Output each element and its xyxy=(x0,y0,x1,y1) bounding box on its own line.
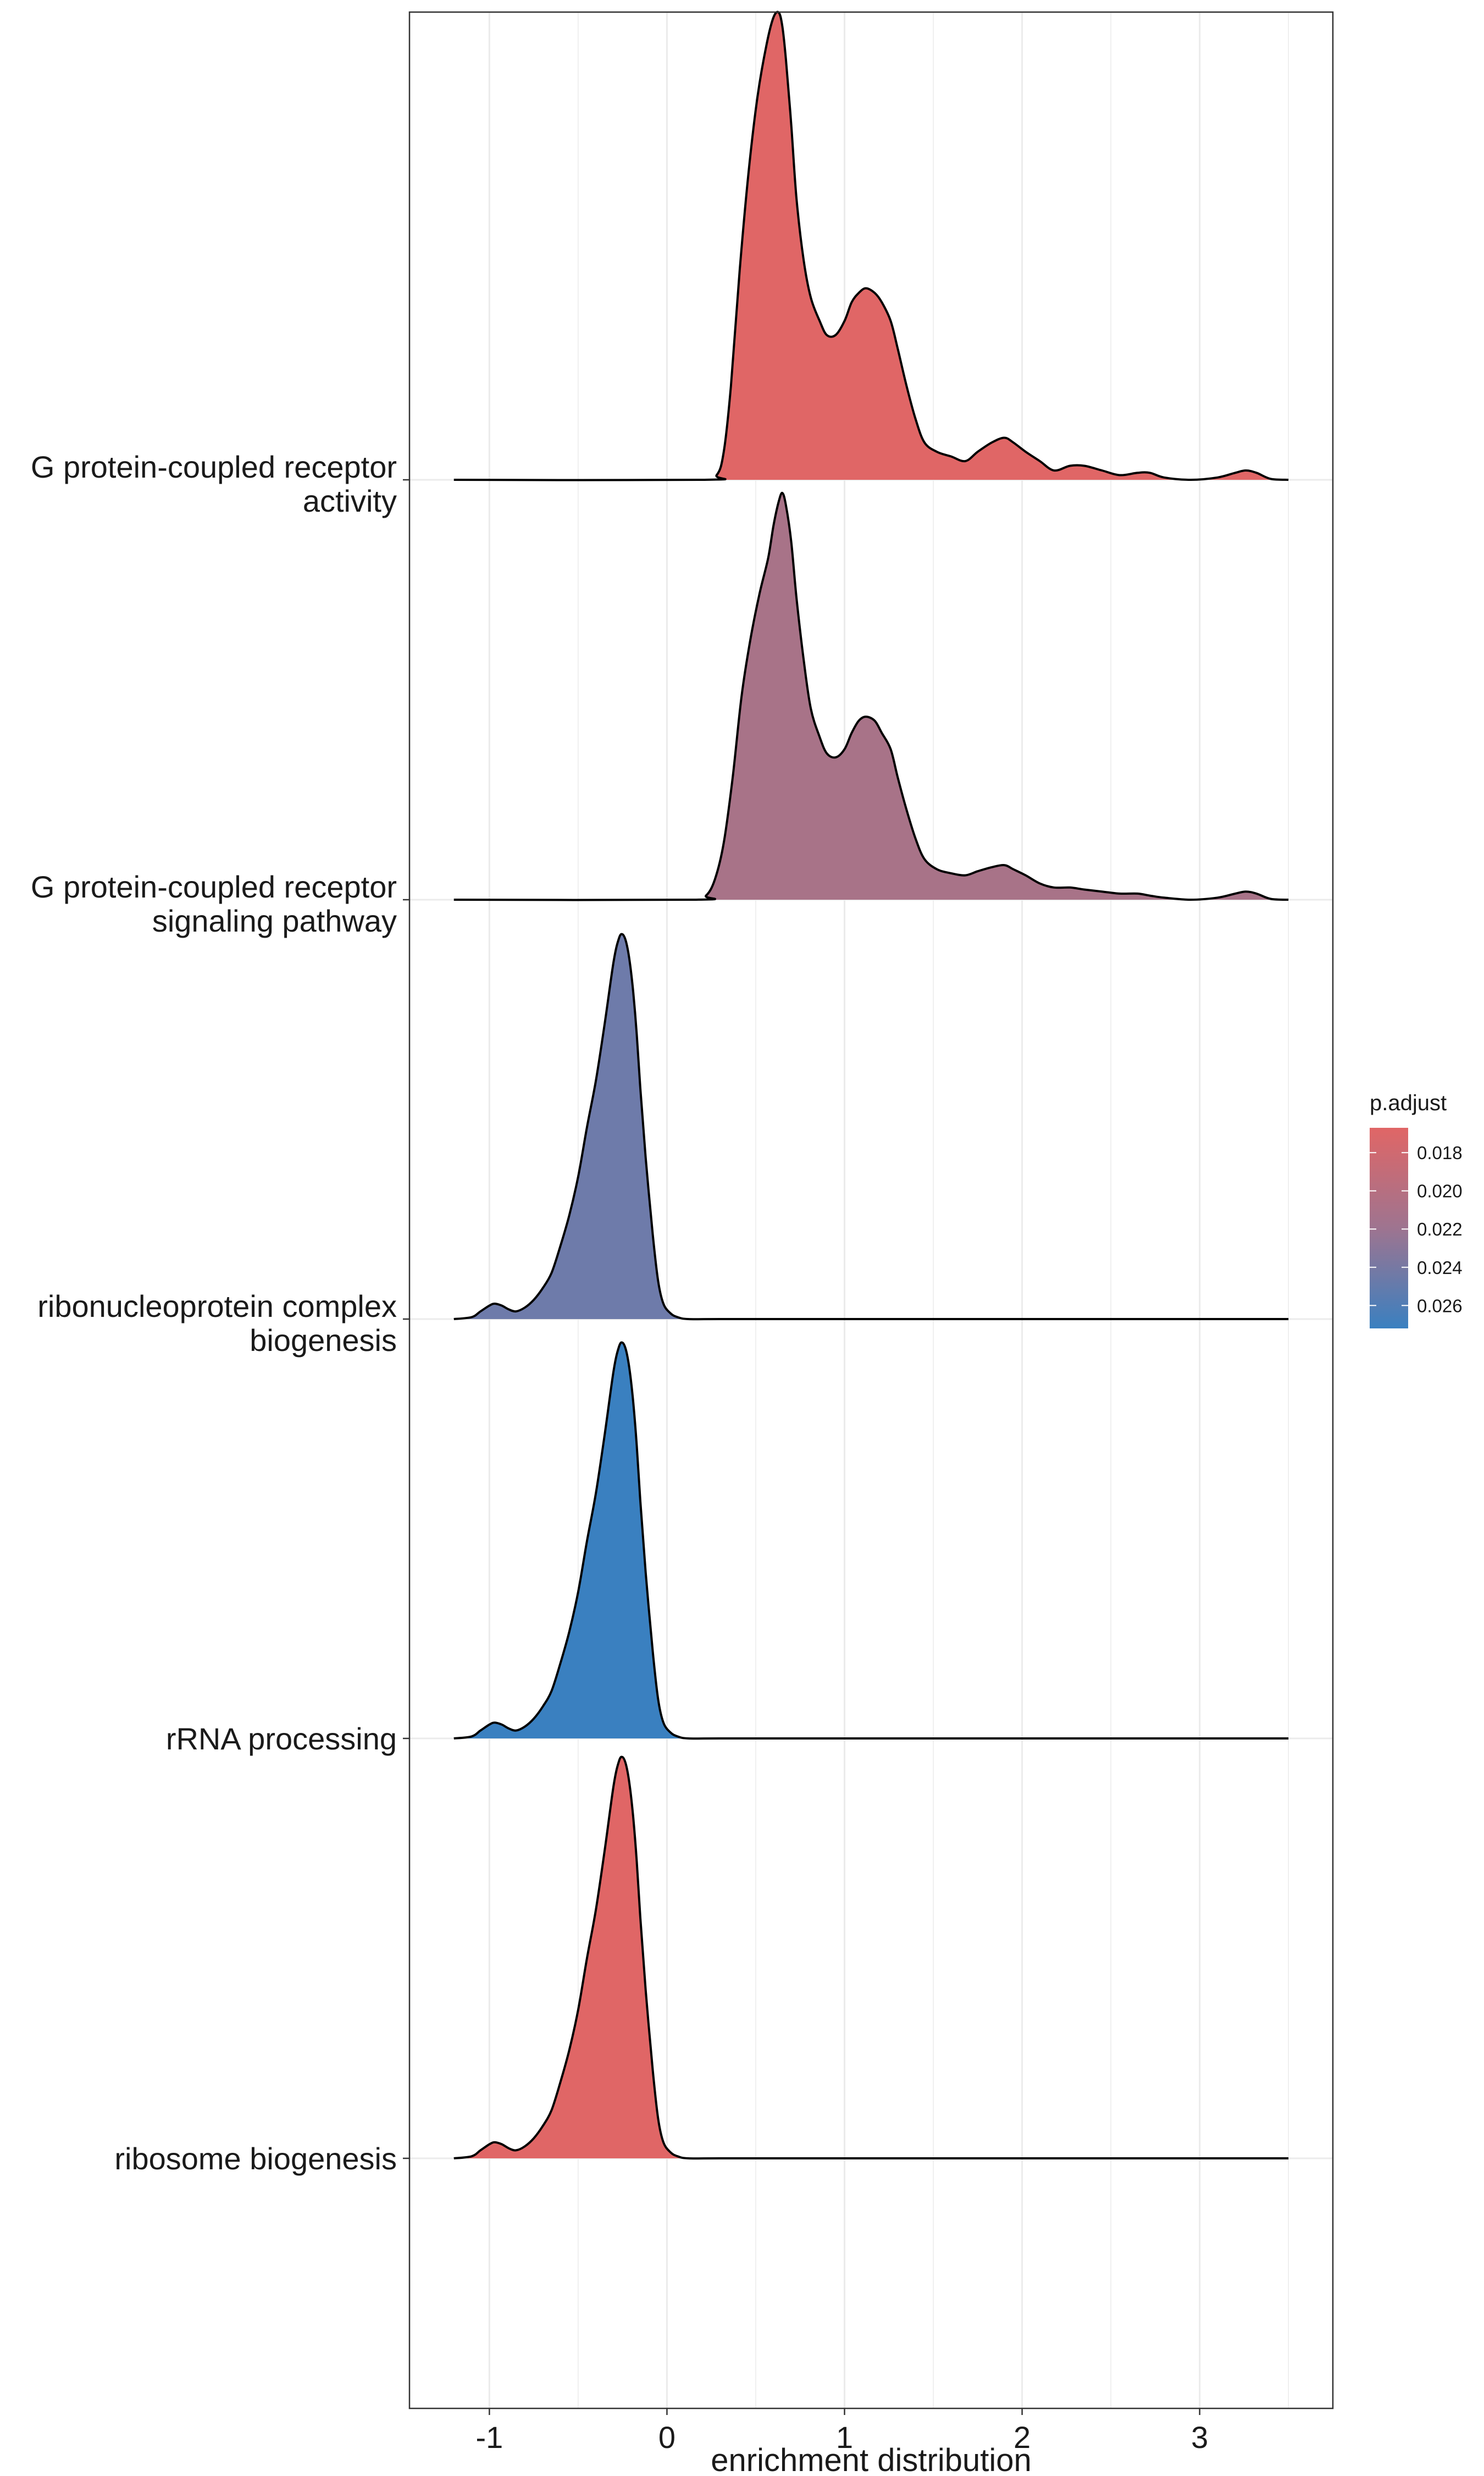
ridge-fill-1 xyxy=(453,12,1289,480)
y-tick-label-line: rRNA processing xyxy=(166,1721,397,1756)
x-tick-label: -1 xyxy=(475,2420,503,2455)
legend-title: p.adjust xyxy=(1370,1091,1447,1115)
y-tick-label: rRNA processing xyxy=(166,1721,397,1756)
ridge-outline-3 xyxy=(453,933,1289,1321)
y-tick-label: G protein-coupled receptor activity xyxy=(31,450,397,518)
x-tick-label: 1 xyxy=(836,2420,853,2455)
ridges xyxy=(453,10,1289,2160)
ridge-outline-5 xyxy=(453,1755,1289,2160)
y-tick-label-line: G protein-coupled receptor xyxy=(31,450,397,484)
ridge-outline-1 xyxy=(453,10,1289,481)
ridge-fill-5 xyxy=(453,1757,1289,2159)
ridge-fill-2 xyxy=(453,492,1289,900)
y-tick-label-line: signaling pathway xyxy=(152,904,397,938)
y-tick-label: ribosome biogenesis xyxy=(114,2141,397,2176)
ridge-outline-4 xyxy=(453,1341,1289,1740)
ridge-fill-3 xyxy=(453,934,1289,1320)
legend-tick-label: 0.024 xyxy=(1417,1258,1463,1278)
x-tick-label: 2 xyxy=(1014,2420,1031,2455)
y-tick-label-line: biogenesis xyxy=(250,1323,397,1358)
y-tick-label-line: ribosome biogenesis xyxy=(114,2141,397,2176)
legend-tick-label: 0.026 xyxy=(1417,1295,1463,1316)
panel-border xyxy=(408,11,1334,2409)
legend: p.adjust 0.018 0.020 0.022 0.024 0.026 xyxy=(1370,1091,1463,1328)
y-tick-label-line: activity xyxy=(303,484,397,518)
y-tick-label: G protein-coupled receptor signaling path… xyxy=(31,869,397,938)
x-tick-label: 3 xyxy=(1191,2420,1208,2455)
y-tick-label: ribonucleoprotein complex biogenesis xyxy=(37,1289,397,1358)
legend-tick-label: 0.020 xyxy=(1417,1181,1463,1201)
ridge-fill-4 xyxy=(453,1342,1289,1739)
x-axis-title: enrichment distribution xyxy=(711,2442,1032,2473)
y-tick-label-line: G protein-coupled receptor xyxy=(31,869,397,904)
legend-tick-label: 0.018 xyxy=(1417,1143,1463,1163)
ridge-outline-2 xyxy=(453,491,1289,901)
legend-colorbar xyxy=(1370,1128,1408,1328)
y-tick-label-line: ribonucleoprotein complex xyxy=(37,1289,397,1323)
x-tick-label: 0 xyxy=(658,2420,675,2455)
legend-tick-label: 0.022 xyxy=(1417,1219,1463,1239)
